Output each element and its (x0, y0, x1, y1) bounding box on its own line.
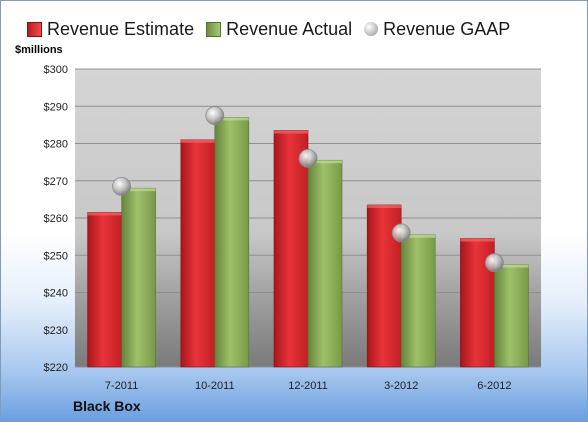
legend-label-revenue-estimate: Revenue Estimate (47, 18, 195, 39)
bar-top-highlight (87, 212, 122, 216)
marker-revenue-gaap (298, 148, 318, 168)
legend-item-revenue-gaap: Revenue GAAP (364, 19, 510, 40)
marker-revenue-gaap (205, 106, 225, 125)
x-tick-label: 10-2011 (195, 380, 235, 392)
y-tick-label: $250 (44, 250, 68, 262)
legend-label-revenue-actual: Revenue Actual (226, 18, 353, 39)
bar-top-highlight (460, 238, 495, 242)
y-tick-label: $300 (44, 64, 68, 76)
y-tick-label: $230 (44, 325, 68, 337)
bar-top-highlight (214, 117, 249, 121)
bar-top-highlight (367, 204, 402, 208)
x-tick-label: 3-2012 (384, 380, 418, 392)
legend-item-revenue-estimate: Revenue Estimate (27, 19, 194, 40)
bar-top-highlight (308, 160, 342, 164)
company-label: Black Box (73, 398, 141, 414)
legend-swatch-revenue-estimate (27, 21, 42, 37)
marker-revenue-gaap (112, 176, 131, 196)
legend-swatch-revenue-actual (206, 21, 222, 37)
bar-revenue-actual (400, 234, 436, 368)
bar-revenue-actual (494, 264, 529, 368)
y-tick-label: $220 (44, 362, 68, 374)
bar-top-highlight (401, 234, 436, 238)
x-tick-label: 6-2012 (477, 380, 511, 392)
bar-revenue-estimate (180, 139, 216, 368)
bar-top-highlight (274, 130, 308, 134)
bar-top-highlight (180, 139, 215, 143)
gaap-markers (112, 106, 504, 273)
legend-item-revenue-actual: Revenue Actual (206, 19, 352, 40)
y-tick-label: $260 (44, 213, 68, 225)
x-axis-labels: 7-2011 10-2011 12-2011 3-2012 6-2012 (105, 380, 512, 392)
y-tick-label: $270 (44, 176, 68, 188)
legend: Revenue Estimate Revenue Actual Revenue … (27, 16, 522, 42)
bar-top-highlight (494, 264, 529, 268)
y-axis-ticks: $220 $230 $240 $250 $260 $270 $280 $290 $300 (44, 64, 68, 374)
y-tick-label: $240 (44, 288, 68, 300)
bars (87, 117, 529, 368)
bar-revenue-estimate (87, 212, 122, 368)
legend-swatch-revenue-gaap (364, 22, 379, 36)
x-tick-label: 7-2011 (105, 380, 138, 392)
marker-revenue-gaap (484, 253, 504, 273)
marker-revenue-gaap (391, 223, 411, 243)
bar-top-highlight (121, 188, 156, 192)
legend-label-revenue-gaap: Revenue GAAP (383, 18, 511, 39)
bar-revenue-actual (214, 117, 250, 368)
bar-revenue-actual (121, 187, 156, 368)
y-tick-label: $280 (44, 139, 68, 151)
bar-revenue-actual (307, 159, 343, 368)
bar-revenue-estimate (273, 130, 309, 368)
y-tick-label: $290 (44, 101, 68, 113)
x-tick-label: 12-2011 (288, 380, 328, 392)
y-axis-unit-label: $millions (15, 44, 63, 56)
